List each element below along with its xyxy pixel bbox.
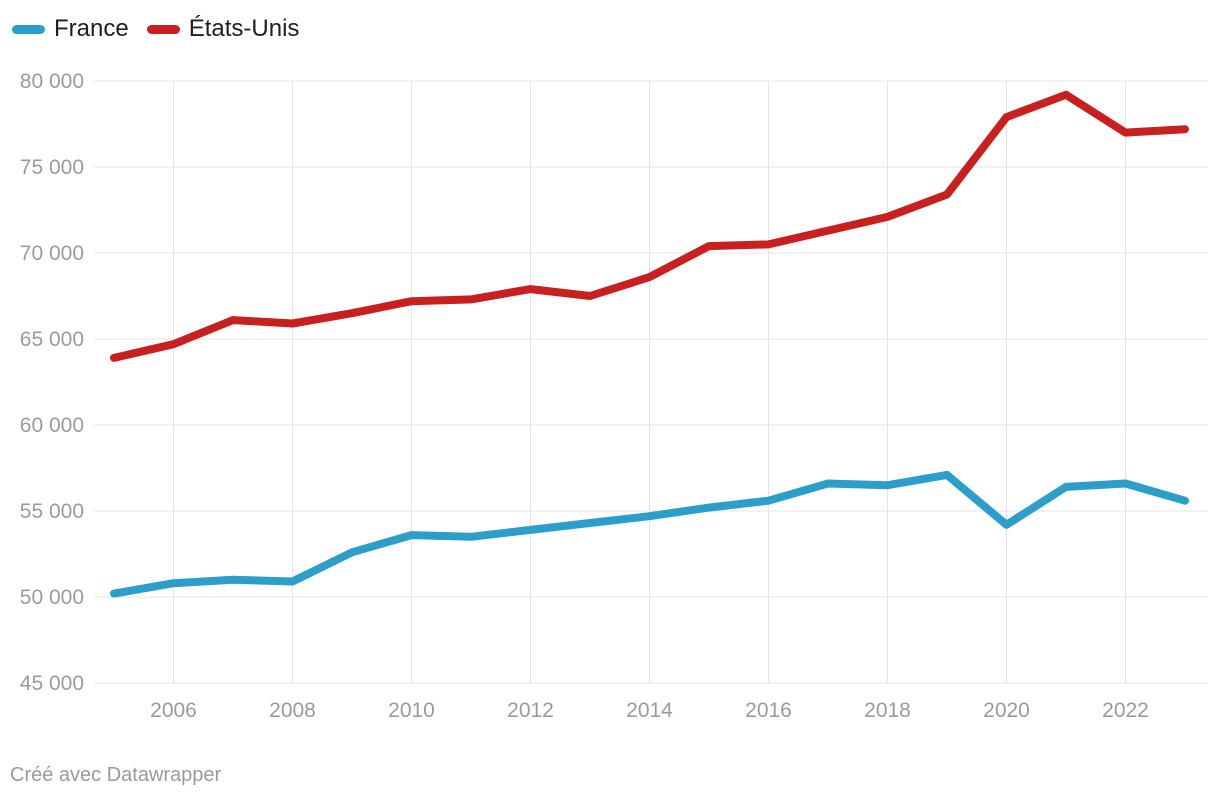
x-tick-label-2008: 2008 [269, 699, 316, 722]
x-tick-label-2016: 2016 [745, 699, 792, 722]
y-tick-label-75000: 75 000 [20, 156, 84, 179]
x-tick-label-2022: 2022 [1102, 699, 1149, 722]
y-tick-label-55000: 55 000 [20, 500, 84, 523]
x-tick-label-2018: 2018 [864, 699, 911, 722]
y-tick-label-60000: 60 000 [20, 414, 84, 437]
attribution-text: Créé avec Datawrapper [10, 764, 222, 786]
x-tick-label-2012: 2012 [507, 699, 554, 722]
legend-label: France [54, 15, 129, 42]
x-tick-label-2010: 2010 [388, 699, 435, 722]
x-tick-label-2020: 2020 [983, 699, 1030, 722]
y-tick-label-50000: 50 000 [20, 586, 84, 609]
series-line-france [110, 470, 1189, 598]
y-tick-label-70000: 70 000 [20, 242, 84, 265]
legend-label: États-Unis [188, 15, 300, 42]
legend-item-0: France [12, 15, 129, 43]
x-tick-label-2006: 2006 [150, 699, 197, 722]
line-chart-plot: 2006 2008 2010 2012 2014 2016 2018 2020 2022 45 0… [20, 70, 1208, 722]
chart-legend: France États-Unis [12, 15, 299, 43]
legend-item-1: États-Unis [146, 15, 300, 43]
y-tick-label-80000: 80 000 [20, 70, 84, 93]
legend-swatch-icon [12, 24, 45, 34]
y-tick-label-65000: 65 000 [20, 328, 84, 351]
legend-swatch-icon [146, 24, 180, 34]
series-line-etats-unis [110, 90, 1189, 362]
x-tick-label-2014: 2014 [626, 699, 673, 722]
y-tick-label-45000: 45 000 [20, 672, 84, 695]
